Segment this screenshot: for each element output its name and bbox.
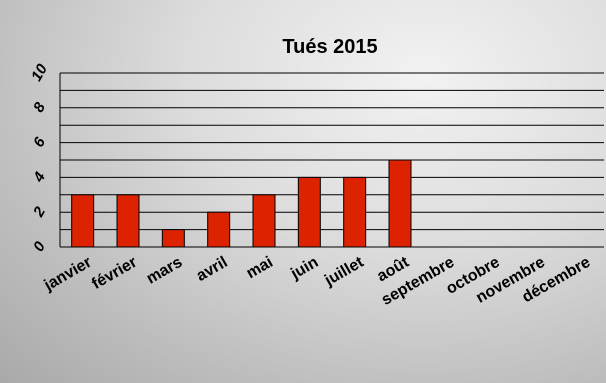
- chart-title: Tués 2015: [282, 36, 377, 58]
- bar-mai: [252, 194, 276, 248]
- y-tick-label: 10: [28, 61, 51, 85]
- bar-février: [116, 194, 140, 248]
- bar-mars: [161, 229, 185, 248]
- axes: [59, 73, 604, 248]
- bar-août: [388, 159, 412, 248]
- bar-janvier: [71, 194, 95, 248]
- bar-juillet: [343, 176, 367, 248]
- bar-juin: [297, 176, 321, 248]
- bar-avril: [207, 211, 231, 248]
- gridlines: [60, 72, 604, 248]
